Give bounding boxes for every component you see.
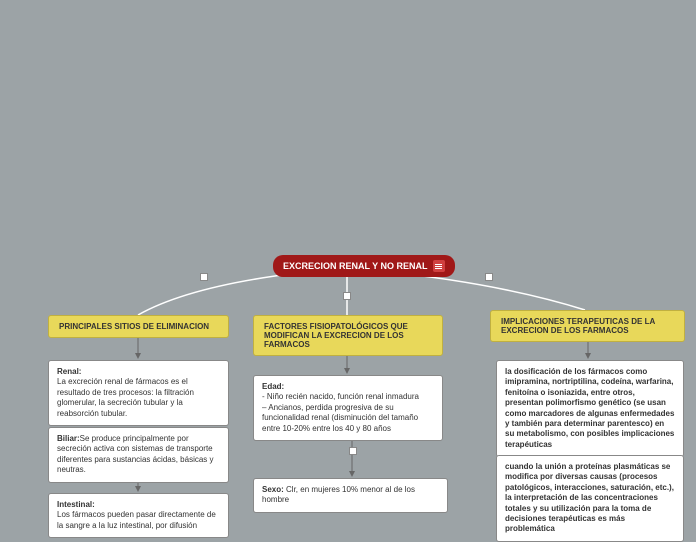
node-title: Renal: [57, 367, 81, 376]
node-edad[interactable]: Edad: - Niño recién nacido, función rena… [253, 375, 443, 441]
branch-label: PRINCIPALES SITIOS DE ELIMINACION [59, 322, 209, 331]
node-sexo[interactable]: Sexo: Clr, en mujeres 10% menor al de lo… [253, 478, 448, 513]
node-title: Sexo: [262, 485, 284, 494]
node-text: La excreción renal de fármacos es el res… [57, 377, 194, 417]
node-dosificacion[interactable]: la dosificación de los fármacos como imi… [496, 360, 684, 457]
connector-handle [343, 292, 351, 300]
branch-principales[interactable]: PRINCIPALES SITIOS DE ELIMINACION [48, 315, 229, 338]
node-intestinal[interactable]: Intestinal: Los fármacos pueden pasar di… [48, 493, 229, 538]
node-renal[interactable]: Renal: La excreción renal de fármacos es… [48, 360, 229, 426]
notes-icon [433, 260, 445, 272]
node-title: Biliar: [57, 434, 80, 443]
branch-label: FACTORES FISIOPATOLÓGICOS QUE MODIFICAN … [264, 322, 408, 349]
node-text: la dosificación de los fármacos como imi… [505, 367, 674, 449]
node-title: Intestinal: [57, 500, 95, 509]
node-text: - Niño recién nacido, función renal inma… [262, 392, 419, 432]
node-union[interactable]: cuando la unión a proteínas plasmáticas … [496, 455, 684, 542]
node-biliar[interactable]: Biliar:Se produce principalmente por sec… [48, 427, 229, 483]
branch-implicaciones[interactable]: IMPLICACIONES TERAPEUTICAS DE LA EXCRECI… [490, 310, 685, 342]
root-node[interactable]: EXCRECION RENAL Y NO RENAL [273, 255, 455, 277]
branch-factores[interactable]: FACTORES FISIOPATOLÓGICOS QUE MODIFICAN … [253, 315, 443, 356]
node-title: Edad: [262, 382, 284, 391]
connector-handle [485, 273, 493, 281]
node-text: Clr, en mujeres 10% menor al de los homb… [262, 485, 415, 504]
node-text: Los fármacos pueden pasar directamente d… [57, 510, 216, 529]
branch-label: IMPLICACIONES TERAPEUTICAS DE LA EXCRECI… [501, 317, 655, 335]
connector-handle [200, 273, 208, 281]
root-label: EXCRECION RENAL Y NO RENAL [283, 261, 428, 271]
node-text: cuando la unión a proteínas plasmáticas … [505, 462, 674, 533]
connector-handle [349, 447, 357, 455]
node-text: Se produce principalmente por secreción … [57, 434, 214, 474]
